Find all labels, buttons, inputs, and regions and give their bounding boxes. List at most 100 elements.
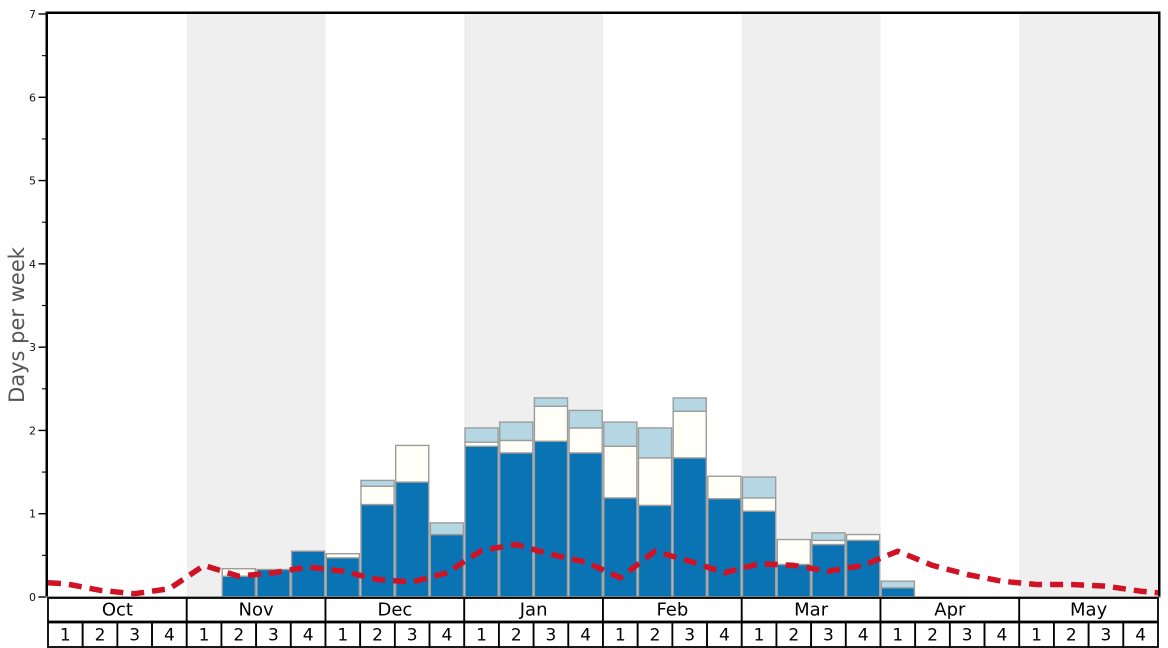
week-label: 2 <box>95 626 106 646</box>
week-label: 4 <box>164 626 175 646</box>
week-cell-jan-4 <box>567 621 604 648</box>
bar-segment-white <box>533 405 569 442</box>
bar-segment-light_blue <box>568 409 603 429</box>
y-tick-label: 0 <box>29 591 36 604</box>
week-cell-jan-2 <box>498 621 535 648</box>
bar-segment-white <box>499 439 534 454</box>
week-label: 1 <box>60 626 71 646</box>
bar-segment-white <box>637 457 673 507</box>
bar-apr-week-1 <box>880 580 916 598</box>
bar-dec-week-4 <box>429 522 465 598</box>
month-label-feb: Feb <box>656 600 688 621</box>
week-label: 3 <box>546 626 557 646</box>
week-label: 3 <box>407 626 418 646</box>
week-label: 4 <box>858 626 869 646</box>
week-label: 1 <box>476 626 487 646</box>
y-axis-label: Days per week <box>5 246 29 403</box>
bars-layer <box>221 397 916 598</box>
bar-segment-white <box>394 444 430 483</box>
month-label-may: May <box>1070 600 1108 621</box>
week-label: 4 <box>580 626 591 646</box>
bar-segment-light_blue <box>360 479 395 487</box>
bar-jan-week-2 <box>499 421 534 598</box>
bar-segment-blue <box>880 587 916 598</box>
week-cell-dec-1 <box>324 621 362 648</box>
bar-segment-blue <box>672 457 707 598</box>
week-label: 3 <box>823 626 834 646</box>
week-cell-apr-3 <box>948 621 986 648</box>
week-label: 4 <box>441 626 452 646</box>
y-tick-label: 4 <box>29 258 36 271</box>
week-label: 1 <box>1031 626 1042 646</box>
month-label-mar: Mar <box>794 600 829 621</box>
week-label: 4 <box>996 626 1007 646</box>
y-tick-label: 3 <box>29 341 36 354</box>
y-tick-label: 2 <box>29 424 36 437</box>
y-tick-label: 1 <box>29 508 36 521</box>
week-cell-dec-4 <box>428 621 466 648</box>
week-label: 2 <box>511 626 522 646</box>
bar-jan-week-4 <box>568 409 603 598</box>
week-label: 3 <box>268 626 279 646</box>
month-shading-bands <box>186 14 1158 597</box>
bar-segment-blue <box>499 452 534 598</box>
week-label: 4 <box>719 626 730 646</box>
bar-segment-light_blue <box>741 476 777 499</box>
week-cell-may-3 <box>1087 621 1125 648</box>
bar-segment-white <box>741 497 777 512</box>
week-cell-feb-4 <box>706 621 743 648</box>
month-band-nov <box>186 14 326 597</box>
bar-mar-week-3 <box>811 532 846 598</box>
week-label: 1 <box>892 626 903 646</box>
week-cell-oct-4 <box>151 621 188 648</box>
bar-segment-white <box>360 485 395 506</box>
bar-segment-blue <box>325 557 361 598</box>
y-tick-label: 6 <box>29 91 36 104</box>
week-cell-mar-1 <box>740 621 778 648</box>
y-tick-label: 7 <box>29 8 36 21</box>
bar-segment-blue <box>568 452 603 598</box>
bar-segment-light_blue <box>811 532 846 542</box>
bar-segment-white <box>603 445 638 499</box>
week-label: 4 <box>1135 626 1146 646</box>
x-axis-table: Oct 1 2 3 4 Nov 1 2 3 4 Dec 1 2 3 4 Jan 1 2 3 4 Feb 1 2 3 4 Mar 1 2… <box>47 597 1159 648</box>
week-cell-mar-4 <box>844 621 882 648</box>
bar-segment-white <box>568 427 603 454</box>
bar-segment-light_blue <box>499 421 534 442</box>
bar-segment-white <box>776 538 812 566</box>
month-cell-may <box>1018 597 1159 623</box>
y-tick-label: 5 <box>29 175 36 188</box>
week-label: 3 <box>962 626 973 646</box>
week-label: 2 <box>372 626 383 646</box>
week-label: 3 <box>1101 626 1112 646</box>
bar-mar-week-1 <box>741 476 777 598</box>
bar-segment-blue <box>360 503 395 598</box>
week-cell-nov-1 <box>185 621 223 648</box>
week-cell-nov-4 <box>289 621 327 648</box>
month-label-nov: Nov <box>239 600 274 621</box>
week-label: 1 <box>337 626 348 646</box>
bar-jan-week-1 <box>464 427 499 598</box>
bar-feb-week-2 <box>637 427 673 598</box>
week-cell-jan-1 <box>463 621 500 648</box>
bar-jan-week-3 <box>533 397 569 598</box>
bar-segment-blue <box>741 510 777 598</box>
y-axis: 0 1 2 3 4 5 6 7 <box>29 8 46 604</box>
bar-segment-light_blue <box>464 427 499 443</box>
week-cell-apr-4 <box>983 621 1021 648</box>
bar-segment-light_blue <box>672 397 707 412</box>
bar-segment-white <box>845 533 881 542</box>
week-label: 4 <box>303 626 314 646</box>
bar-segment-blue <box>533 440 569 598</box>
bar-segment-white <box>672 410 707 459</box>
bar-segment-light_blue <box>533 397 569 407</box>
bar-segment-light_blue <box>637 427 673 459</box>
week-label: 2 <box>1066 626 1077 646</box>
week-label: 2 <box>927 626 938 646</box>
week-cell-apr-1 <box>879 621 917 648</box>
bar-mar-week-2 <box>776 538 812 598</box>
week-cell-jan-3 <box>532 621 570 648</box>
bar-segment-light_blue <box>429 522 465 536</box>
week-label: 2 <box>650 626 661 646</box>
